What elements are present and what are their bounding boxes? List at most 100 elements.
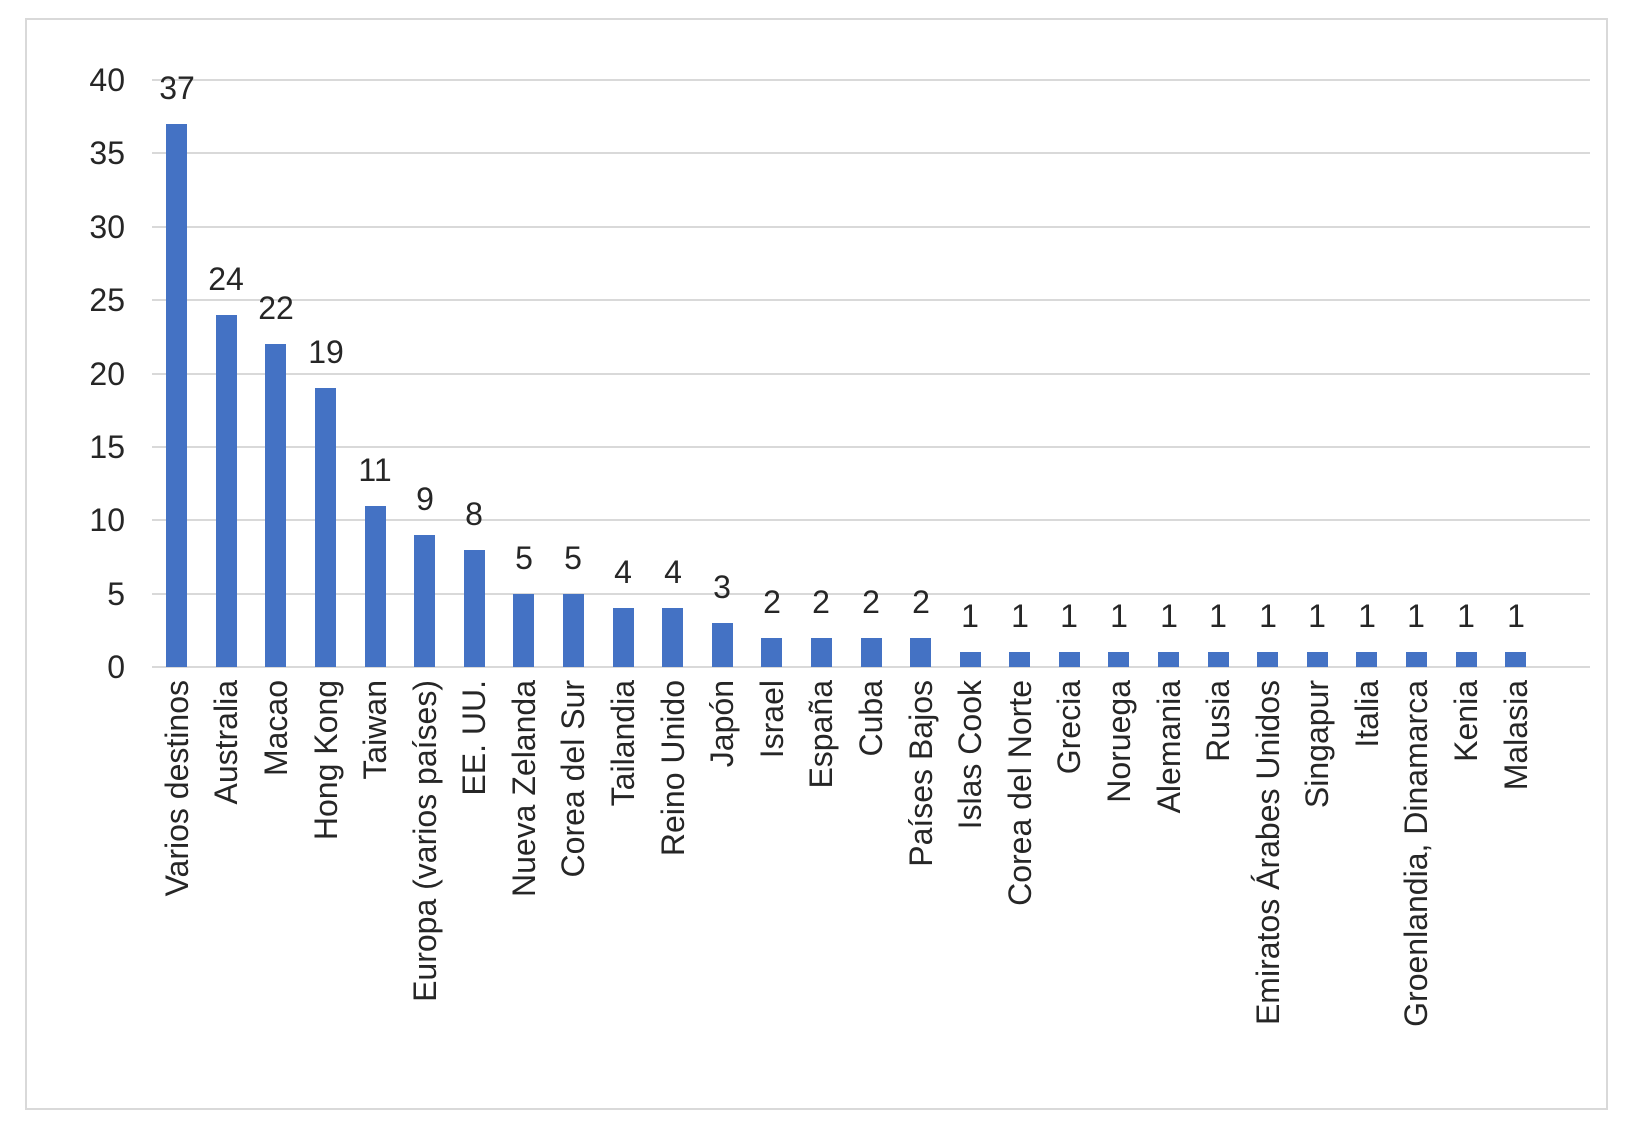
x-axis-category-label: EE. UU. [456, 680, 492, 796]
y-axis-tick-label: 10 [89, 502, 125, 539]
bar-value-label: 2 [862, 584, 880, 620]
bar [315, 388, 336, 667]
bar-value-label: 11 [358, 452, 392, 488]
bar [960, 652, 981, 667]
bar [365, 506, 386, 667]
x-axis-category-label: Italia [1349, 680, 1385, 748]
bar-value-label: 4 [664, 554, 682, 590]
bar-value-label: 1 [1358, 598, 1376, 634]
x-axis-category-label: Rusia [1200, 680, 1236, 762]
gridline [152, 372, 1590, 375]
gridline [152, 79, 1590, 81]
bar [464, 550, 485, 667]
y-axis-tick-label: 25 [89, 282, 125, 319]
bar-value-label: 1 [1209, 598, 1227, 634]
x-axis-category-label: Cuba [853, 680, 889, 757]
bar-value-label: 1 [1308, 598, 1326, 634]
bar-value-label: 1 [1457, 598, 1475, 634]
bar [910, 638, 931, 667]
bar-value-label: 1 [1160, 598, 1178, 634]
x-axis-category-label: Emiratos Árabes Unidos [1250, 680, 1286, 1026]
bar-value-label: 2 [763, 584, 781, 620]
bar [712, 623, 733, 667]
y-axis-tick-label: 20 [89, 355, 125, 392]
bar-value-label: 3 [713, 569, 731, 605]
bar [513, 594, 534, 667]
x-axis-category-label: Nueva Zelanda [506, 680, 542, 898]
bar [166, 124, 187, 667]
x-axis-category-label: Grecia [1051, 680, 1087, 775]
x-axis-category-label: Taiwan [357, 680, 393, 780]
bar-value-label: 8 [465, 496, 483, 532]
x-axis-category-label: Hong Kong [308, 680, 344, 841]
bar [1059, 652, 1080, 667]
bar [613, 608, 634, 667]
x-axis-category-label: Islas Cook [952, 680, 988, 830]
bar-value-label: 2 [912, 584, 930, 620]
bar-value-label: 1 [1060, 598, 1078, 634]
bar [761, 638, 782, 667]
x-axis-category-label: Tailandia [605, 680, 641, 807]
x-axis-category-label: Alemania [1151, 680, 1187, 814]
bar [1505, 652, 1526, 667]
bar-value-label: 1 [1507, 598, 1525, 634]
bar-value-label: 24 [208, 261, 244, 297]
x-axis-category-label: Corea del Sur [555, 680, 591, 878]
bar [861, 638, 882, 667]
bar [1307, 652, 1328, 667]
bar-value-label: 9 [416, 481, 434, 517]
bar-value-label: 1 [1259, 598, 1277, 634]
gridline [152, 519, 1590, 522]
x-axis-category-label: Macao [258, 680, 294, 777]
bar-value-label: 22 [258, 290, 294, 326]
gridline [152, 445, 1590, 448]
chart-frame: 0 5 10 15 20 25 30 35 40 37 24 22 19 11 9 8 5 5 4 4 3 2 2 2 2 1 1… [25, 18, 1608, 1110]
y-axis-tick-label: 30 [89, 208, 125, 245]
bar [1456, 652, 1477, 667]
x-axis-category-label: Australia [208, 680, 244, 805]
gridline [152, 152, 1590, 155]
bar [811, 638, 832, 667]
bar [265, 344, 286, 667]
bar [662, 608, 683, 667]
x-axis-category-label: Países Bajos [903, 680, 939, 867]
x-axis-category-label: Groenlandia, Dinamarca [1398, 680, 1434, 1027]
x-axis-category-label: Japón [704, 680, 740, 768]
bar-value-label: 1 [1110, 598, 1128, 634]
bar [563, 594, 584, 667]
y-axis-tick-label: 40 [89, 62, 125, 98]
bar-value-label: 1 [1011, 598, 1029, 634]
gridline [152, 592, 1590, 595]
bar [1208, 652, 1229, 667]
y-axis-tick-label: 35 [89, 135, 125, 172]
bar [216, 315, 237, 667]
x-axis-category-label: Reino Unido [655, 680, 691, 857]
bar-value-label: 37 [159, 70, 195, 106]
bar-value-label: 5 [515, 540, 533, 576]
x-axis-category-label: Europa (varios países) [407, 680, 443, 1002]
bar [1009, 652, 1030, 667]
bar [1356, 652, 1377, 667]
bar-value-label: 5 [564, 540, 582, 576]
y-axis-tick-label: 5 [107, 575, 125, 612]
bar-value-label: 4 [614, 554, 632, 590]
y-axis-tick-label: 15 [89, 428, 125, 465]
x-axis-category-label: Corea del Norte [1002, 680, 1038, 906]
bar [1158, 652, 1179, 667]
gridline [152, 225, 1590, 228]
x-axis-category-label: Noruega [1101, 680, 1137, 803]
gridline [152, 666, 1590, 668]
bar-value-label: 1 [1407, 598, 1425, 634]
x-axis-category-label: Varios destinos [159, 680, 195, 897]
bar [414, 535, 435, 667]
gridline [152, 299, 1590, 302]
bar [1257, 652, 1278, 667]
x-axis-category-label: España [803, 680, 839, 789]
bar-value-label: 1 [961, 598, 979, 634]
y-axis-tick-label: 0 [107, 649, 125, 685]
x-axis-category-label: Malasia [1498, 680, 1534, 791]
x-axis-category-label: Singapur [1299, 680, 1335, 809]
bar-value-label: 19 [308, 334, 344, 370]
x-axis-category-label: Kenia [1448, 680, 1484, 762]
